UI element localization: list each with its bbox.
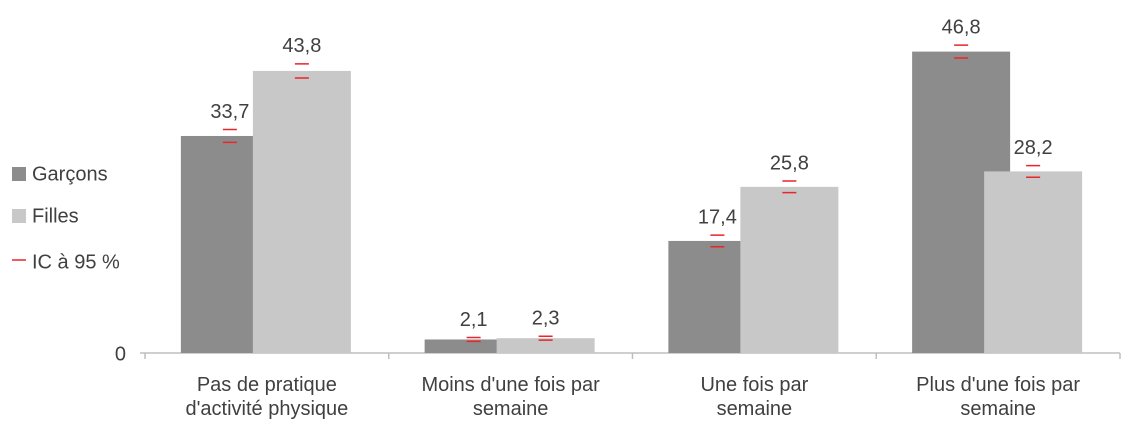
error-bar bbox=[954, 44, 969, 59]
legend-label: Garçons bbox=[32, 163, 108, 185]
y-tick-label: 0 bbox=[115, 343, 126, 365]
error-bar bbox=[222, 128, 237, 144]
error-bar bbox=[466, 336, 481, 343]
legend-swatch bbox=[12, 209, 26, 223]
value-label: 2,3 bbox=[532, 308, 560, 330]
legend-swatch bbox=[12, 167, 26, 181]
bar bbox=[740, 186, 839, 353]
error-bar bbox=[782, 180, 797, 194]
legend-label: Filles bbox=[32, 205, 79, 227]
bar bbox=[252, 70, 351, 353]
error-bar bbox=[710, 234, 725, 248]
value-label: 17,4 bbox=[698, 206, 737, 228]
value-label: 28,2 bbox=[1014, 137, 1053, 159]
error-bar bbox=[538, 335, 553, 341]
value-label: 33,7 bbox=[210, 101, 249, 123]
value-label: 43,8 bbox=[282, 35, 321, 57]
x-tick-label: Une fois par semaine bbox=[700, 374, 809, 420]
value-label: 2,1 bbox=[460, 309, 488, 331]
error-bar bbox=[1026, 164, 1041, 178]
error-bar bbox=[294, 63, 309, 79]
legend-label: IC à 95 % bbox=[32, 251, 120, 273]
bar bbox=[984, 171, 1083, 353]
x-tick-label: Moins d'une fois par semaine bbox=[421, 374, 600, 420]
value-label: 46,8 bbox=[942, 16, 981, 38]
value-label: 25,8 bbox=[770, 152, 809, 174]
x-tick-label: Plus d'une fois par semaine bbox=[916, 374, 1081, 420]
bar bbox=[496, 338, 595, 353]
x-tick-label: Pas de pratique d'activité physique bbox=[185, 374, 349, 420]
